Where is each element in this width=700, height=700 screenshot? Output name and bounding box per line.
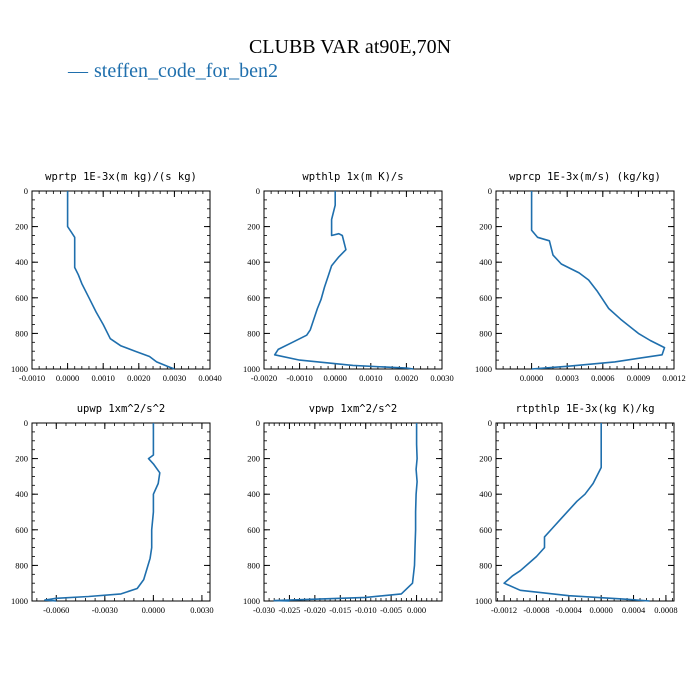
y-tick-label: 0	[488, 418, 492, 428]
y-tick-label: 800	[247, 560, 260, 570]
x-tick-label: 0.000	[407, 605, 426, 615]
x-tick-label: -0.030	[253, 605, 275, 615]
y-tick-label: 800	[247, 328, 260, 338]
series-line	[273, 191, 414, 370]
x-tick-label: 0.0030	[190, 605, 213, 615]
y-tick-label: 800	[15, 560, 28, 570]
x-tick-label: -0.020	[304, 605, 326, 615]
series-line	[273, 423, 418, 602]
panel-title: rtpthlp 1E-3x(kg K)/kg	[515, 403, 654, 415]
x-tick-label: -0.0008	[523, 605, 549, 615]
x-tick-label: 0.0000	[142, 605, 165, 615]
y-tick-label: 1000	[243, 596, 260, 606]
x-tick-label: 0.0030	[163, 373, 186, 383]
x-tick-label: -0.0020	[251, 373, 277, 383]
x-tick-label: 0.0000	[520, 373, 543, 383]
x-tick-label: 0.0000	[56, 373, 79, 383]
plot-frame	[31, 190, 211, 370]
x-tick-label: -0.015	[329, 605, 351, 615]
y-tick-label: 600	[247, 525, 260, 535]
y-tick-label: 400	[479, 489, 492, 499]
y-tick-label: 1000	[11, 364, 28, 374]
x-tick-label: 0.0000	[589, 605, 612, 615]
y-tick-label: 400	[247, 489, 260, 499]
y-tick-label: 800	[15, 328, 28, 338]
x-tick-label: -0.0012	[491, 605, 517, 615]
x-tick-label: 0.0000	[324, 373, 347, 383]
y-tick-label: 200	[15, 454, 28, 464]
legend-label: steffen_code_for_ben2	[94, 60, 279, 82]
x-tick-label: 0.0020	[395, 373, 418, 383]
panel-title: wprcp 1E-3x(m/s) (kg/kg)	[509, 171, 661, 183]
y-tick-label: 400	[15, 489, 28, 499]
plot-frame	[263, 190, 443, 370]
x-tick-label: -0.0004	[556, 605, 583, 615]
panel-5: vpwp 1xm^2/s^2 -0.030 -0.025 -0.020 -0.015 -0…	[243, 403, 443, 615]
x-tick-label: -0.0010	[19, 373, 45, 383]
panel-title: upwp 1xm^2/s^2	[77, 403, 166, 415]
panel-title: vpwp 1xm^2/s^2	[309, 403, 398, 415]
x-tick-label: 0.0020	[127, 373, 150, 383]
y-tick-label: 200	[247, 454, 260, 464]
y-tick-label: 600	[15, 525, 28, 535]
y-tick-label: 200	[15, 222, 28, 232]
legend: — steffen_code_for_ben2	[68, 60, 278, 83]
x-tick-label: -0.005	[380, 605, 402, 615]
legend-line-symbol: —	[68, 60, 88, 82]
y-tick-label: 800	[479, 560, 492, 570]
y-tick-label: 1000	[243, 364, 260, 374]
y-tick-label: 600	[479, 525, 492, 535]
series-line	[530, 191, 666, 370]
x-tick-label: -0.0030	[92, 605, 118, 615]
panel-title: wprtp 1E-3x(m kg)/(s kg)	[45, 171, 197, 183]
x-tick-label: -0.0010	[286, 373, 312, 383]
x-tick-label: 0.0009	[627, 373, 650, 383]
y-tick-label: 0	[256, 418, 260, 428]
series-line	[44, 423, 161, 602]
x-tick-label: 0.0010	[359, 373, 382, 383]
x-tick-label: 0.0003	[556, 373, 579, 383]
plot-frame	[31, 422, 211, 602]
y-tick-label: 200	[247, 222, 260, 232]
series-line	[503, 423, 650, 602]
y-tick-label: 1000	[475, 596, 492, 606]
x-tick-label: 0.0012	[662, 373, 685, 383]
plot-frame	[495, 422, 675, 602]
x-tick-label: 0.0010	[92, 373, 115, 383]
x-tick-label: -0.025	[278, 605, 300, 615]
y-tick-label: 0	[24, 418, 28, 428]
y-tick-label: 0	[488, 186, 492, 196]
y-tick-label: 600	[15, 293, 28, 303]
y-tick-label: 1000	[11, 596, 28, 606]
plot-frame	[495, 190, 675, 370]
panel-2: wpthlp 1x(m K)/s -0.0020 -0.0010 0.0000 0.00…	[243, 171, 454, 383]
y-tick-label: 0	[24, 186, 28, 196]
y-tick-label: 400	[15, 257, 28, 267]
x-tick-label: 0.0004	[622, 605, 646, 615]
x-tick-label: 0.0030	[430, 373, 453, 383]
x-tick-label: 0.0008	[654, 605, 677, 615]
series-line	[66, 191, 175, 370]
y-tick-label: 800	[479, 328, 492, 338]
panel-1: wprtp 1E-3x(m kg)/(s kg) -0.0010 0.0000 0.0…	[11, 171, 222, 383]
y-tick-label: 0	[256, 186, 260, 196]
panel-6: rtpthlp 1E-3x(kg K)/kg -0.0012 -0.0008 -0.0…	[475, 403, 678, 615]
y-tick-label: 600	[247, 293, 260, 303]
panel-title: wpthlp 1x(m K)/s	[302, 171, 403, 183]
y-tick-label: 1000	[475, 364, 492, 374]
y-tick-label: 400	[479, 257, 492, 267]
x-tick-label: -0.0060	[43, 605, 69, 615]
y-tick-label: 200	[479, 454, 492, 464]
panel-3: wprcp 1E-3x(m/s) (kg/kg) 0.0000 0.0003 0.00…	[475, 171, 686, 383]
x-tick-label: 0.0006	[591, 373, 614, 383]
x-tick-label: 0.0040	[198, 373, 221, 383]
y-tick-label: 400	[247, 257, 260, 267]
x-tick-label: -0.010	[355, 605, 377, 615]
figure-title: CLUBB VAR at90E,70N	[248, 36, 452, 58]
y-tick-label: 600	[479, 293, 492, 303]
panel-4: upwp 1xm^2/s^2 -0.0060 -0.0030 0.0000 0.0030…	[11, 403, 214, 615]
y-tick-label: 200	[479, 222, 492, 232]
